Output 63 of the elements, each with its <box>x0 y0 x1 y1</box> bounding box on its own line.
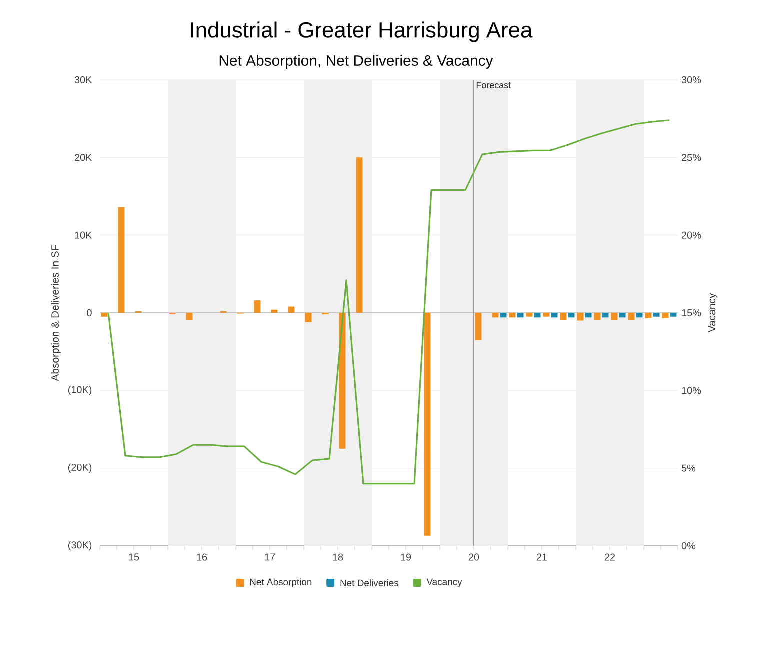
bar <box>543 313 550 317</box>
bar <box>670 313 677 317</box>
y-tick-label: 0 <box>87 309 92 317</box>
bar <box>288 306 295 313</box>
x-tick-label: 21 <box>536 554 548 561</box>
y2-tick-label: 5% <box>682 464 696 472</box>
bar <box>560 313 567 320</box>
x-tick-label: 18 <box>333 554 344 561</box>
bar <box>568 313 575 318</box>
y-tick-label: 20K <box>75 154 92 162</box>
bar <box>305 313 312 322</box>
bar <box>645 313 652 318</box>
bar <box>602 313 609 318</box>
bar <box>186 313 193 320</box>
bar <box>636 313 643 318</box>
bar <box>339 313 346 449</box>
y2-tick-label: 25% <box>682 154 702 162</box>
bar <box>611 313 618 320</box>
bar <box>356 158 363 313</box>
bar <box>577 313 584 321</box>
legend-label: Vacancy <box>426 578 462 588</box>
legend-label: Net Absorption <box>250 578 312 588</box>
bar <box>653 313 660 317</box>
x-tick-label: 19 <box>401 554 412 561</box>
y-tick-label: 10K <box>75 232 92 239</box>
bar <box>254 300 261 313</box>
bar <box>424 313 431 536</box>
x-tick-label: 17 <box>265 554 276 561</box>
chart-subtitle: Net Absorption, Net Deliveries & Vacancy <box>220 55 494 69</box>
y2-tick-label: 0% <box>682 542 696 550</box>
y-axis-title: Absorption & Deliveries In SF <box>51 245 62 382</box>
y-tick-label: 30K <box>74 76 92 84</box>
y2-tick-label: 30% <box>682 76 702 84</box>
legend-label: Net Deliveries <box>340 580 399 586</box>
bar <box>475 313 482 340</box>
x-tick-label: 22 <box>604 554 616 561</box>
bar <box>271 310 278 313</box>
y2-tick-label: 20% <box>682 232 702 239</box>
bar <box>619 313 626 318</box>
bar <box>534 313 541 318</box>
bar <box>551 313 558 318</box>
x-tick-label: 20 <box>468 554 480 561</box>
ref-line-label: Forecast <box>476 82 511 88</box>
y-tick-label: (10K) <box>68 386 92 396</box>
bar <box>594 313 601 320</box>
bar <box>662 313 669 318</box>
chart-title: Industrial - Greater Harrisburg Area <box>191 22 533 42</box>
x-tick-label: 16 <box>197 554 208 561</box>
y-tick-label: (20K) <box>68 464 92 473</box>
bar <box>118 207 125 313</box>
bar <box>526 313 533 317</box>
y2-tick-label: 15% <box>682 309 702 316</box>
bar <box>517 313 524 318</box>
bar <box>101 313 108 317</box>
y2-tick-label: 10% <box>682 387 702 394</box>
y2-axis-title: Vacancy <box>708 293 718 333</box>
x-tick-label: 15 <box>129 554 140 561</box>
bar <box>500 313 507 318</box>
bar <box>585 313 592 318</box>
y-tick-label: (30K) <box>68 541 92 551</box>
bar <box>628 313 635 320</box>
bar <box>492 313 499 318</box>
bar <box>509 313 516 318</box>
